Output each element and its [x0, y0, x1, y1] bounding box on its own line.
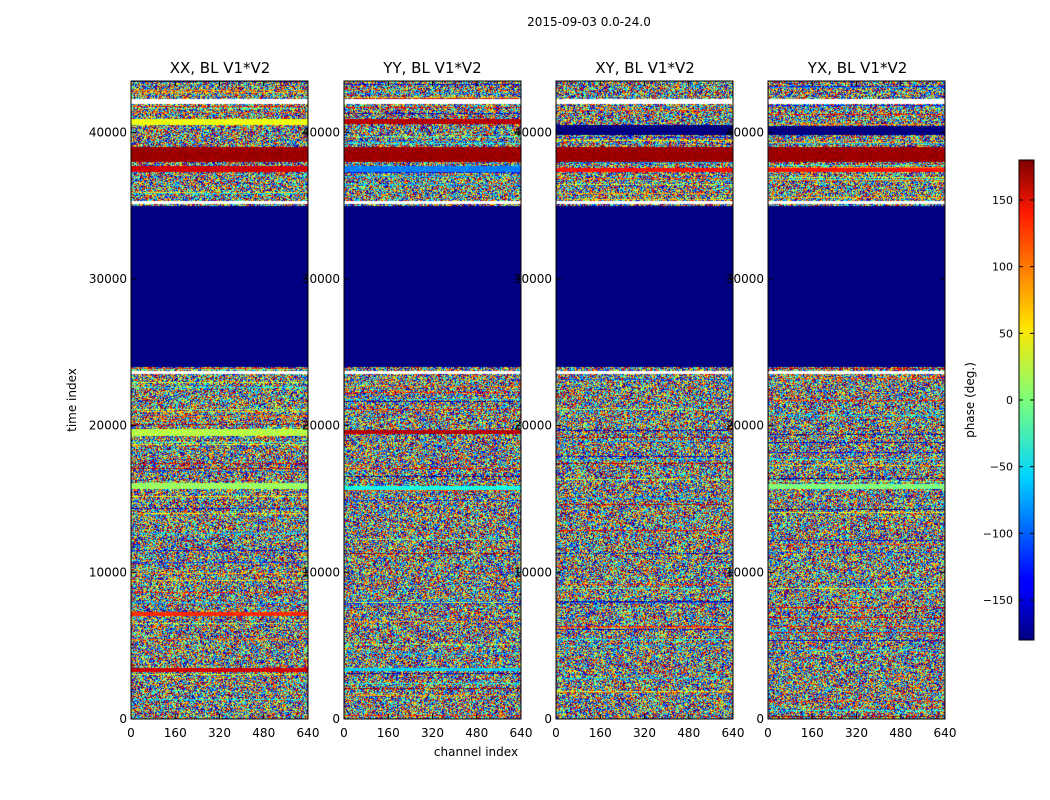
heatmap-xy — [556, 81, 733, 719]
colorbar-tick-label: 50 — [999, 327, 1013, 340]
x-tick-label: 640 — [297, 726, 320, 740]
x-tick-label: 640 — [510, 726, 533, 740]
x-tick-label: 320 — [845, 726, 868, 740]
x-tick-label: 480 — [465, 726, 488, 740]
y-tick-label: 10000 — [514, 565, 552, 579]
y-tick-label: 40000 — [514, 125, 552, 139]
x-tick-label: 160 — [801, 726, 824, 740]
x-tick-label: 160 — [164, 726, 187, 740]
y-tick-label: 30000 — [514, 272, 552, 286]
y-axis-label: time index — [65, 368, 79, 432]
panel-yx: YX, BL V1*V2 — [767, 59, 946, 720]
y-tick-label: 20000 — [514, 419, 552, 433]
y-tick-label: 40000 — [726, 125, 764, 139]
x-tick-label: 640 — [722, 726, 745, 740]
x-tick-label: 160 — [377, 726, 400, 740]
panel-xy: XY, BL V1*V2 — [555, 59, 734, 720]
colorbar-tick-label: 0 — [1006, 394, 1013, 407]
colorbar: 150 100 50 0 −50 −100 −150 phase (deg.) — [963, 159, 1035, 641]
x-tick-label: 640 — [934, 726, 957, 740]
y-tick-label: 20000 — [89, 419, 127, 433]
panel-title-xx: XX, BL V1*V2 — [170, 59, 271, 77]
y-tick-label: 30000 — [89, 272, 127, 286]
figure-suptitle: 2015-09-03 0.0-24.0 — [527, 15, 651, 29]
y-tick-label: 10000 — [89, 565, 127, 579]
panel-title-yx: YX, BL V1*V2 — [807, 59, 908, 77]
panel-title-xy: XY, BL V1*V2 — [595, 59, 695, 77]
x-tick-label: 0 — [127, 726, 135, 740]
y-tick-label: 40000 — [302, 125, 340, 139]
y-tick-label: 0 — [756, 712, 764, 726]
x-axis-label: channel index — [434, 745, 518, 759]
y-tick-label: 10000 — [302, 565, 340, 579]
y-tick-label: 0 — [544, 712, 552, 726]
y-tick-label: 20000 — [726, 419, 764, 433]
x-tick-label: 0 — [552, 726, 560, 740]
x-tick-label: 480 — [252, 726, 275, 740]
y-tick-label: 20000 — [302, 419, 340, 433]
colorbar-label: phase (deg.) — [963, 362, 977, 438]
x-tick-label: 320 — [421, 726, 444, 740]
x-tick-label: 480 — [889, 726, 912, 740]
x-tick-label: 0 — [764, 726, 772, 740]
y-tick-label: 0 — [119, 712, 127, 726]
colorbar-tick-label: −150 — [983, 594, 1013, 607]
heatmap-yx — [768, 81, 945, 719]
heatmap-yy — [344, 81, 521, 719]
x-tick-label: 320 — [633, 726, 656, 740]
y-tick-label: 40000 — [89, 125, 127, 139]
panel-title-yy: YY, BL V1*V2 — [382, 59, 481, 77]
colorbar-tick-label: −50 — [990, 461, 1013, 474]
axis-ticks: 0 160 320 480 640 0 10000 20000 30000 40000 0 160 32… — [89, 81, 957, 740]
panel-yy: YY, BL V1*V2 — [343, 59, 522, 720]
x-tick-label: 160 — [589, 726, 612, 740]
y-tick-label: 30000 — [726, 272, 764, 286]
colorbar-tick-label: −100 — [983, 527, 1013, 540]
colorbar-tick-label: 100 — [992, 261, 1013, 274]
y-tick-label: 30000 — [302, 272, 340, 286]
y-tick-label: 0 — [332, 712, 340, 726]
x-tick-label: 0 — [340, 726, 348, 740]
x-tick-label: 320 — [208, 726, 231, 740]
x-tick-label: 480 — [677, 726, 700, 740]
colorbar-ticks: 150 100 50 0 −50 −100 −150 — [983, 194, 1034, 607]
heatmap-xx — [131, 81, 308, 719]
colorbar-tick-label: 150 — [992, 194, 1013, 207]
y-tick-label: 10000 — [726, 565, 764, 579]
panel-xx: XX, BL V1*V2 — [130, 59, 309, 720]
